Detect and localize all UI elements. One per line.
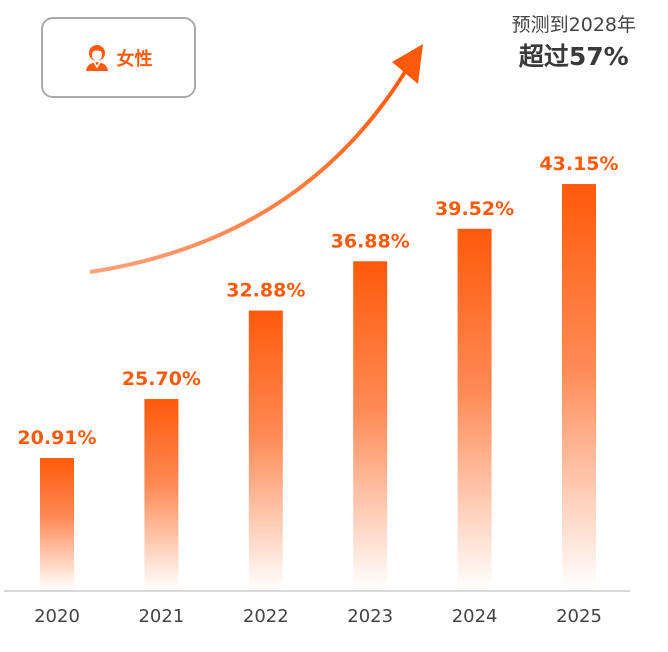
x-tick-label: 2025 [556,606,602,627]
gender-badge: 女性 [41,17,196,98]
data-label: 39.52% [435,198,514,220]
x-tick-label: 2022 [243,606,289,627]
bar-2025 [562,184,596,590]
data-label: 36.88% [331,230,410,252]
bar-2024 [457,228,492,591]
forecast-line2: 超过57% [518,42,629,71]
x-tick-label: 2023 [347,606,393,627]
data-label: 25.70% [122,368,201,390]
trend-arrow-head [392,44,423,84]
bar-2020 [40,458,74,590]
woman-user-icon [85,44,108,71]
badge-label: 女性 [116,48,153,70]
x-tick-label: 2021 [138,606,184,627]
trend-arrow-line [89,70,407,274]
data-label: 43.15% [539,153,618,175]
forecast-line1: 预测到2028年 [511,14,636,36]
x-tick-label: 2020 [34,606,80,627]
data-label: 20.91% [17,427,96,449]
data-label: 32.88% [226,280,305,302]
bar-2023 [353,261,388,590]
forecast-note: 预测到2028年 超过57% [512,10,636,73]
x-tick-label: 2024 [452,606,498,627]
bar-2022 [248,310,283,590]
bar-2021 [144,399,179,590]
